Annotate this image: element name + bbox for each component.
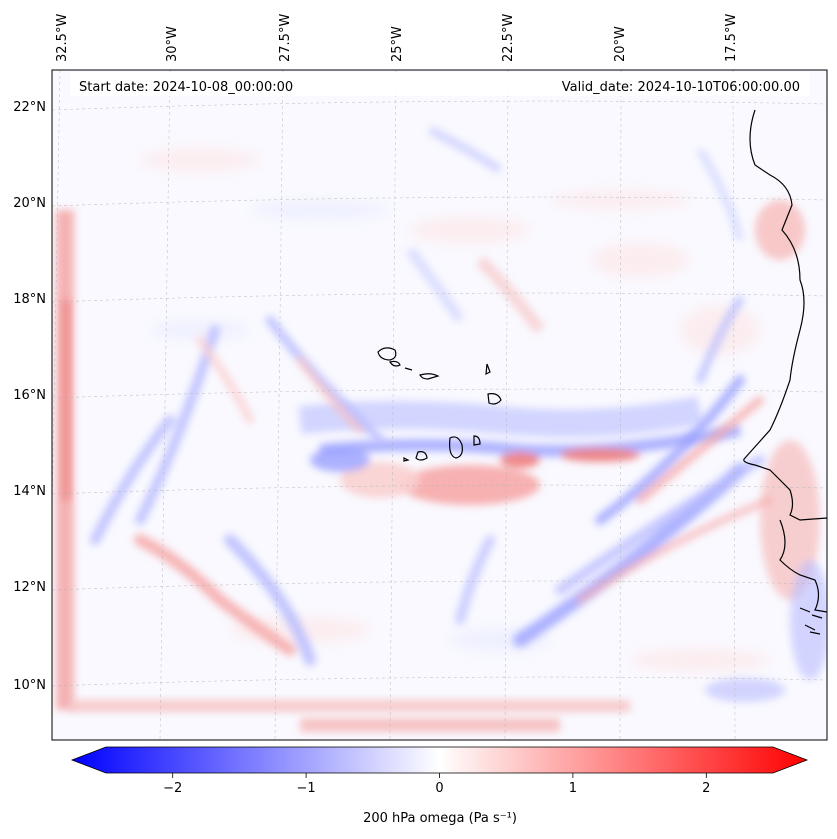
central-convection-band (298, 396, 742, 505)
island-fogo (415, 451, 428, 461)
parallel-10n (52, 676, 827, 687)
lon-label: 20°W (613, 26, 628, 62)
lon-label: 32.5°W (55, 14, 70, 62)
colorbar-tick-label: 0 (435, 781, 443, 796)
meridian-27-5w (274, 70, 284, 740)
parallel-16n (52, 388, 827, 399)
meridian-30w (159, 70, 171, 740)
colorbar-label: 200 hPa omega (Pa s⁻¹) (363, 811, 517, 826)
island-maio (473, 435, 481, 446)
lon-label: 25°W (390, 26, 405, 62)
colorbar-tick-label: 2 (702, 781, 710, 796)
map-frame (51, 69, 828, 741)
lon-label: 17.5°W (724, 14, 739, 62)
parallel-22n (52, 100, 827, 111)
parallel-12n (52, 580, 827, 591)
lat-label: 16°N (13, 388, 46, 403)
lat-label: 22°N (13, 100, 46, 115)
island-sao-vicente (389, 360, 401, 367)
parallel-18n (52, 292, 827, 303)
faint-noise-layer (140, 148, 770, 672)
island-santo-antao (377, 347, 397, 361)
african-coast-south (779, 519, 827, 613)
eastern-diagonal-streaks (513, 296, 774, 647)
coastline (377, 109, 827, 635)
colorbar-tick-label: −2 (163, 781, 182, 796)
colorbar-ticks: −2 −1 0 1 2 (163, 773, 710, 796)
map-panel: Start date: 2024-10-08_00:00:00 Valid_da… (13, 14, 828, 741)
colorbar-body (70, 746, 809, 774)
island-sal (485, 363, 491, 376)
bijagos-islands (799, 607, 823, 635)
island-santiago (449, 436, 463, 459)
west-boundary-core (62, 300, 70, 500)
meridian-22-5w (504, 70, 509, 740)
annotation-backdrop (70, 72, 810, 96)
lon-label: 22.5°W (501, 14, 516, 62)
lon-label: 30°W (165, 26, 180, 62)
lat-label: 12°N (13, 580, 46, 595)
lat-label: 10°N (13, 678, 46, 693)
island-boa-vista (487, 393, 502, 405)
northern-features (405, 126, 744, 334)
western-diagonal-streaks (90, 315, 495, 666)
graticule (52, 70, 827, 740)
parallel-14n (52, 484, 827, 495)
south-boundary-band (70, 700, 630, 712)
latitude-labels: 22°N 20°N 18°N 16°N 14°N 12°N 10°N (13, 100, 46, 693)
island-brava (403, 457, 410, 462)
island-sao-nicolau (419, 373, 440, 380)
lon-label: 27.5°W (278, 14, 293, 62)
colorbar: −2 −1 0 1 2 200 hPa omega (Pa s⁻¹) (70, 746, 809, 826)
african-coast (743, 109, 827, 521)
meridian-17-5w (732, 70, 736, 740)
east-coast-noise (705, 200, 827, 702)
south-boundary-band-2 (300, 718, 560, 732)
meridian-20w (619, 70, 622, 740)
colorbar-tick-label: 1 (569, 781, 577, 796)
lat-label: 18°N (13, 292, 46, 307)
colorbar-tick-label: −1 (297, 781, 316, 796)
meridian-25w (389, 70, 397, 740)
parallel-20n (52, 196, 827, 207)
omega-field (56, 126, 827, 732)
island-santa-luzia (404, 367, 413, 371)
lat-label: 14°N (13, 484, 46, 499)
longitude-labels: 32.5°W 30°W 27.5°W 25°W 22.5°W 20°W 17.5… (55, 14, 739, 62)
valid-date-label: Valid_date: 2024-10-10T06:00:00.00 (562, 80, 800, 95)
lat-label: 20°N (13, 196, 46, 211)
start-date-label: Start date: 2024-10-08_00:00:00 (79, 80, 293, 95)
